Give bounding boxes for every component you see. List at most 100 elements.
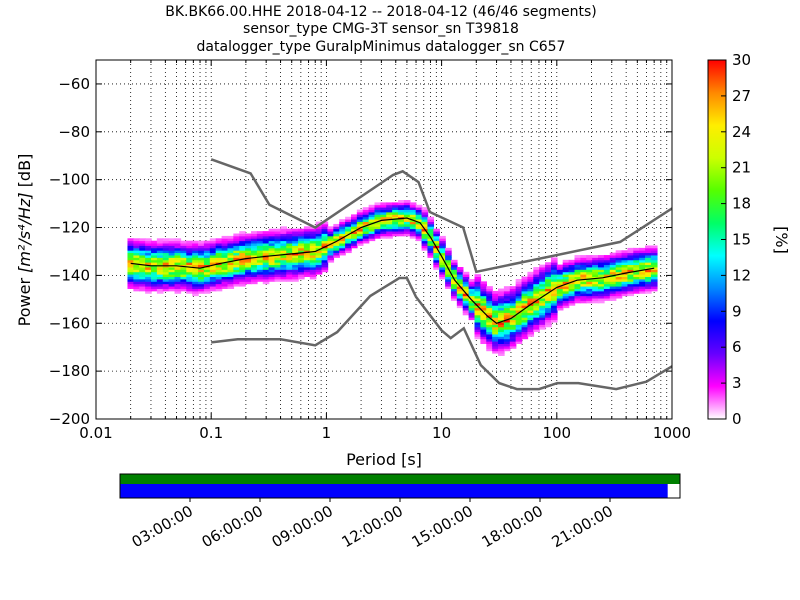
heatmap-cell [433,233,440,237]
timeline-ticks: 03:00:00 06:00:00 09:00:00 12:00:00 15:00:00… [129,498,616,551]
heatmap-cell [268,228,276,232]
heatmap-cell [521,326,529,330]
heatmap-cell [645,252,652,256]
heatmap-cell [468,312,476,316]
heatmap-cell [192,267,199,270]
heatmap-cell [215,255,223,258]
heatmap-cell [550,278,558,282]
nlnm-curve [211,276,672,391]
heatmap-cell [333,243,340,246]
heatmap-cell [421,214,429,218]
heatmap-cell [603,298,611,301]
heatmap-cell [327,240,335,244]
heatmap-cell [168,281,176,285]
heatmap-cell [309,267,317,270]
heatmap-cell [133,264,140,268]
heatmap-cell [209,257,217,261]
heatmap-cell [403,233,411,237]
heatmap-cell [309,257,317,261]
heatmap-cell [386,228,393,232]
heatmap-cell [480,322,487,325]
heatmap-cell [445,269,452,273]
heatmap-cell [233,278,240,282]
heatmap-cell [586,288,593,292]
heatmap-cell [603,281,611,285]
heatmap-cell [280,240,288,244]
heatmap-cell [250,252,258,256]
heatmap-cell [227,240,235,244]
heatmap-cell [409,226,417,230]
heatmap-cell [539,322,546,325]
heatmap-cell [209,245,217,249]
heatmap-cell [168,250,176,254]
heatmap-cell [474,278,482,282]
heatmap-cell [398,231,405,234]
heatmap-cell [133,267,140,270]
heatmap-cell [439,252,446,256]
heatmap-cell [209,267,217,270]
heatmap-cell [433,267,440,270]
heatmap-cell [515,317,523,321]
heatmap-cell [603,274,611,277]
heatmap-cell [292,250,299,254]
heatmap-cell [474,298,482,301]
heatmap-cell [280,226,288,230]
heatmap-cell [233,269,240,273]
heatmap-cell [515,295,523,299]
heatmap-cell [545,278,552,282]
heatmap-cell [209,247,217,251]
heatmap-cell [327,228,335,232]
heatmap-cell [550,295,558,299]
heatmap-cell [151,247,158,251]
heatmap-cell [556,286,564,289]
heatmap-cell [227,283,235,287]
heatmap-cell [139,288,146,292]
heatmap-cell [250,267,258,270]
heatmap-cell [498,317,505,321]
heatmap-cell [392,204,399,208]
heatmap-cell [509,288,517,292]
heatmap-cell [498,300,505,304]
heatmap-cell [356,243,364,246]
heatmap-cell [556,267,564,270]
heatmap-cell [586,255,593,258]
heatmap-cell [639,250,646,254]
heatmap-cell [550,267,558,270]
heatmap-cell [586,300,593,304]
heatmap-cell [233,276,240,280]
heatmap-cell [374,231,382,234]
heatmap-cell [368,238,376,242]
heatmap-cell [450,271,458,275]
heatmap-cell [168,255,176,258]
y-axis-label-units: [m²/s⁴/Hz] [15,192,34,272]
heatmap-cell [156,255,164,258]
heatmap-cell [445,281,452,285]
heatmap-cell [586,278,593,282]
heatmap-cell [586,264,593,268]
heatmap-cell [621,264,629,268]
x-tick-label: 100 [542,424,571,442]
heatmap-cell [550,312,558,316]
heatmap-cell [133,281,140,285]
heatmap-cell [545,264,552,268]
heatmap-cell [151,281,158,285]
heatmap-cell [192,245,199,249]
heatmap-cell [392,226,399,230]
heatmap-cell [233,245,240,249]
heatmap-cell [239,274,246,277]
heatmap-cell [409,202,417,206]
heatmap-cell [262,247,270,251]
heatmap-cell [627,288,635,292]
heatmap-cell [603,278,611,282]
heatmap-cell [474,295,482,299]
heatmap-cell [256,245,264,249]
heatmap-cell [639,247,646,251]
heatmap-cell [409,214,417,218]
heatmap-cell [462,295,470,299]
heatmap-cell [586,269,593,273]
heatmap-cell [503,307,511,311]
heatmap-cell [621,250,629,254]
heatmap-cell [380,233,387,237]
heatmap-cell [480,319,487,323]
timeline-tick-label: 09:00:00 [269,502,336,551]
